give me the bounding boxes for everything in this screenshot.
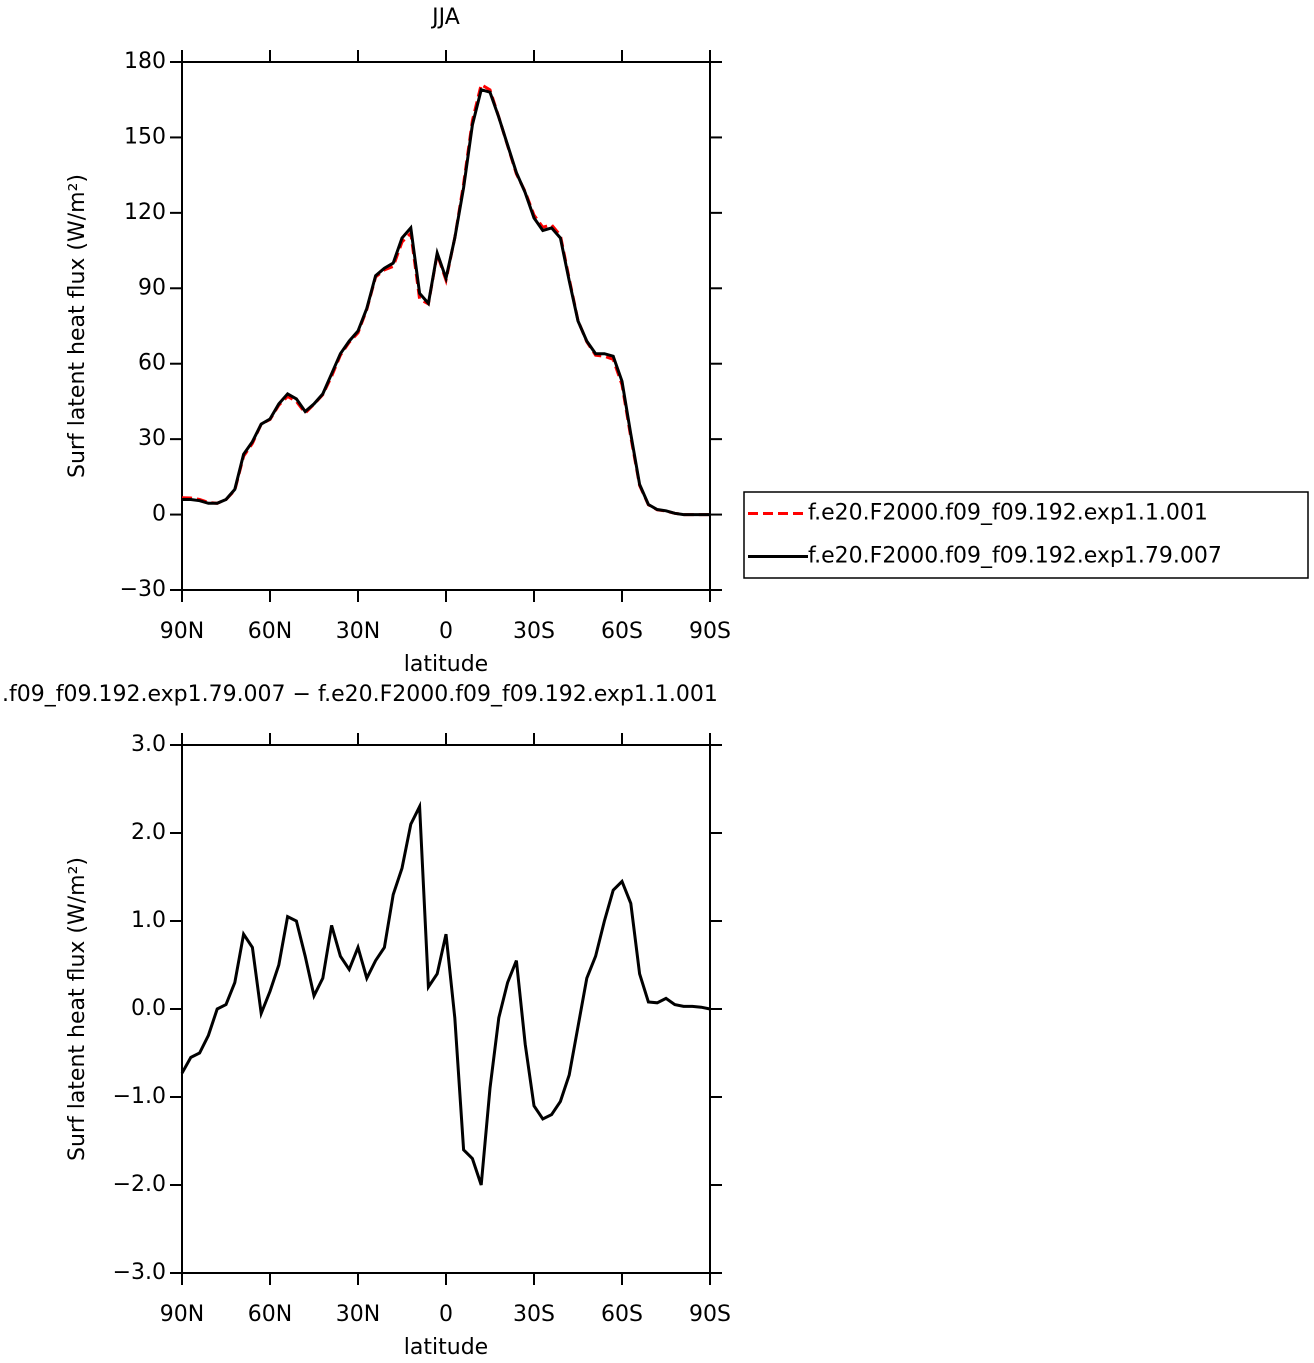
legend-label: f.e20.F2000.f09_f09.192.exp1.79.007 — [808, 544, 1222, 569]
y-tick-label: 0.0 — [131, 996, 166, 1021]
x-tick-label: 90N — [160, 1302, 204, 1327]
y-axis-label: Surf latent heat flux (W/m²) — [65, 174, 90, 478]
x-tick-label: 0 — [439, 1302, 453, 1327]
legend-label: f.e20.F2000.f09_f09.192.exp1.1.001 — [808, 501, 1208, 526]
x-tick-label: 90N — [160, 619, 204, 644]
y-axis-label: Surf latent heat flux (W/m²) — [65, 857, 90, 1161]
y-tick-label: −3.0 — [113, 1260, 166, 1285]
x-tick-label: 60S — [601, 1302, 643, 1327]
legend-box — [743, 491, 1309, 579]
x-tick-label: 60S — [601, 619, 643, 644]
x-tick-label: 90S — [689, 1302, 731, 1327]
x-tick-label: 30S — [513, 619, 555, 644]
y-tick-label: 30 — [138, 426, 166, 451]
x-axis-label: latitude — [404, 1335, 488, 1360]
y-tick-label: 120 — [124, 200, 166, 225]
y-tick-label: 60 — [138, 351, 166, 376]
y-tick-label: 90 — [138, 275, 166, 300]
x-tick-label: 30S — [513, 1302, 555, 1327]
y-tick-label: 3.0 — [131, 732, 166, 757]
y-tick-label: 2.0 — [131, 820, 166, 845]
x-tick-label: 30N — [336, 619, 380, 644]
x-tick-label: 60N — [248, 619, 292, 644]
series-line — [180, 800, 711, 1186]
y-tick-label: −30 — [120, 577, 166, 602]
x-tick-label: 30N — [336, 1302, 380, 1327]
series-line — [182, 87, 710, 517]
x-axis-label: latitude — [404, 652, 488, 677]
y-tick-label: 0 — [152, 502, 166, 527]
x-tick-label: 90S — [689, 619, 731, 644]
y-tick-label: 1.0 — [131, 908, 166, 933]
x-tick-label: 0 — [439, 619, 453, 644]
y-tick-label: −1.0 — [113, 1084, 166, 1109]
plot-frame — [181, 61, 711, 591]
chart-title: .f09_f09.192.exp1.79.007 − f.e20.F2000.f… — [2, 682, 718, 707]
y-tick-label: 180 — [124, 49, 166, 74]
y-tick-label: 150 — [124, 124, 166, 149]
x-tick-label: 60N — [248, 1302, 292, 1327]
chart-title: JJA — [430, 5, 460, 30]
y-tick-label: −2.0 — [113, 1172, 166, 1197]
series-line — [181, 82, 710, 517]
